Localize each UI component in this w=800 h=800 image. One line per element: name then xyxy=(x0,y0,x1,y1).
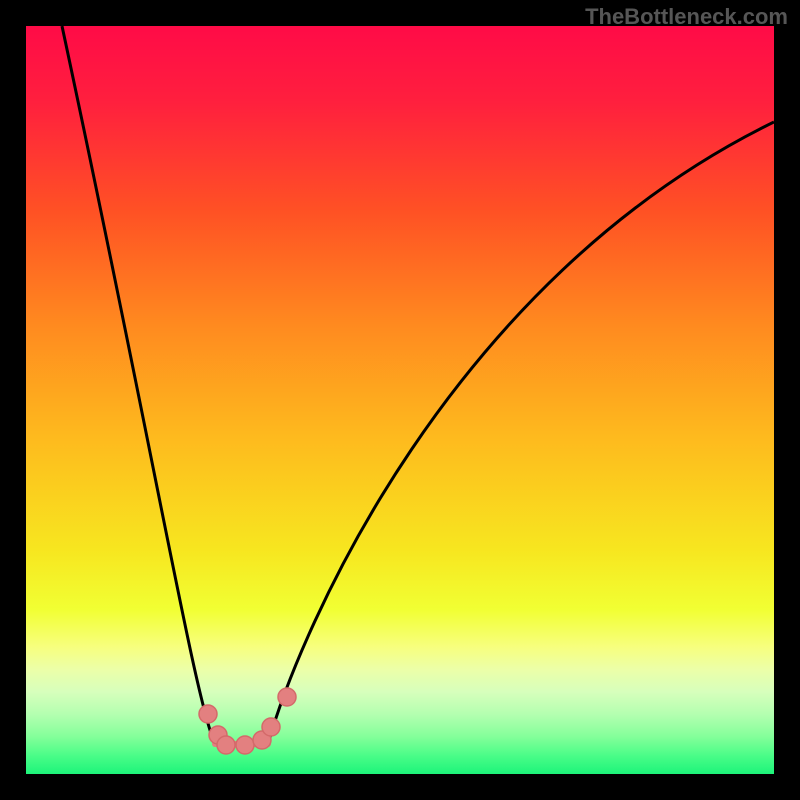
curve-marker xyxy=(217,736,235,754)
watermark-text: TheBottleneck.com xyxy=(585,4,788,30)
chart-svg xyxy=(0,0,800,800)
curve-marker xyxy=(236,736,254,754)
curve-marker xyxy=(278,688,296,706)
curve-marker xyxy=(262,718,280,736)
curve-marker xyxy=(199,705,217,723)
bottleneck-chart: TheBottleneck.com xyxy=(0,0,800,800)
